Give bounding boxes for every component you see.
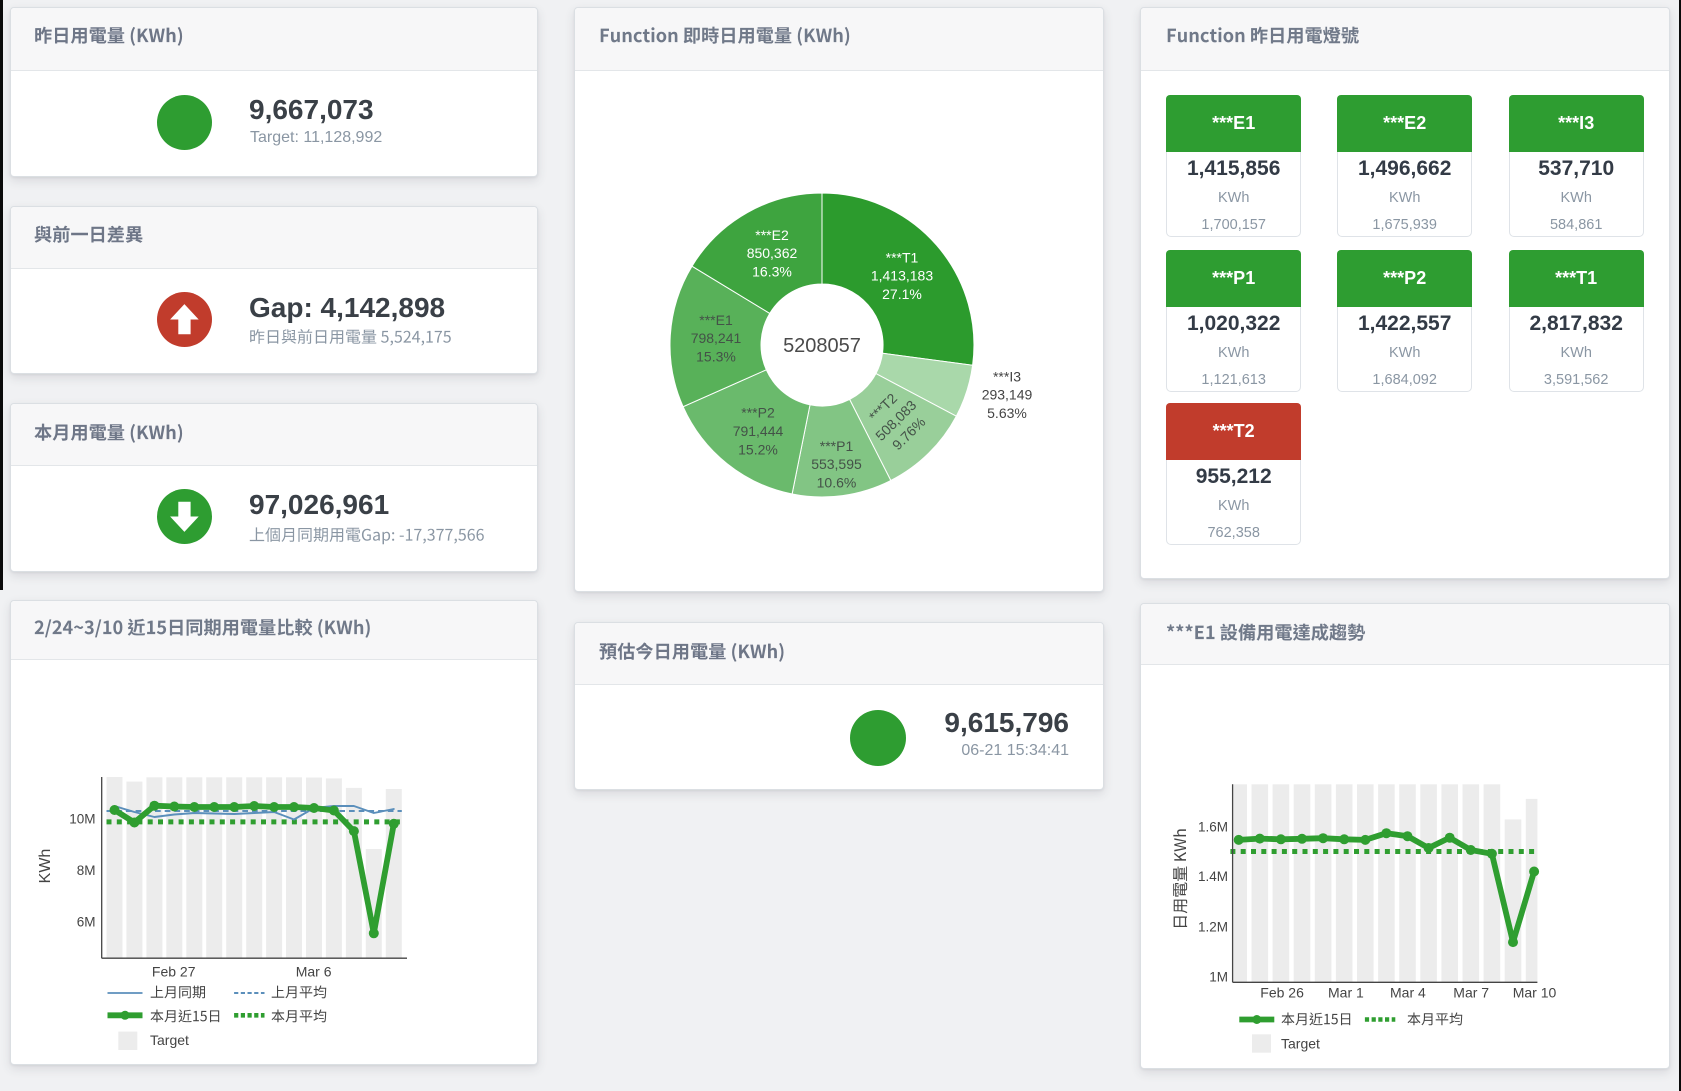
svg-text:***P2: ***P2 bbox=[741, 404, 775, 420]
svg-text:791,444: 791,444 bbox=[733, 423, 784, 439]
svg-text:Feb 26: Feb 26 bbox=[1260, 985, 1304, 1001]
svg-text:1.4M: 1.4M bbox=[1198, 869, 1228, 884]
svg-text:5.63%: 5.63% bbox=[987, 405, 1027, 421]
svg-text:Mar 6: Mar 6 bbox=[296, 964, 332, 980]
svg-text:Mar 4: Mar 4 bbox=[1390, 985, 1426, 1001]
svg-text:8M: 8M bbox=[77, 863, 96, 878]
svg-text:850,362: 850,362 bbox=[747, 245, 798, 261]
svg-text:***E1: ***E1 bbox=[699, 311, 733, 327]
svg-text:1M: 1M bbox=[1209, 970, 1228, 985]
svg-text:***T1: ***T1 bbox=[886, 249, 919, 265]
svg-text:293,149: 293,149 bbox=[982, 386, 1033, 402]
svg-text:6M: 6M bbox=[77, 915, 96, 930]
svg-text:Target: Target bbox=[1281, 1036, 1320, 1052]
svg-text:553,595: 553,595 bbox=[811, 456, 862, 472]
svg-text:Mar 10: Mar 10 bbox=[1513, 985, 1557, 1001]
svg-text:10M: 10M bbox=[69, 811, 95, 826]
svg-text:***I3: ***I3 bbox=[993, 368, 1021, 384]
svg-text:5208057: 5208057 bbox=[783, 335, 861, 357]
svg-text:1.2M: 1.2M bbox=[1198, 919, 1228, 934]
svg-text:KWh: KWh bbox=[37, 849, 54, 884]
svg-text:10.6%: 10.6% bbox=[817, 474, 857, 490]
svg-text:15.2%: 15.2% bbox=[738, 441, 778, 457]
svg-text:***E2: ***E2 bbox=[755, 226, 789, 242]
svg-text:1.6M: 1.6M bbox=[1198, 820, 1228, 835]
svg-text:27.1%: 27.1% bbox=[882, 286, 922, 302]
svg-text:16.3%: 16.3% bbox=[752, 263, 792, 279]
svg-text:Mar 7: Mar 7 bbox=[1453, 985, 1489, 1001]
svg-text:1,413,183: 1,413,183 bbox=[871, 267, 933, 283]
svg-text:15.3%: 15.3% bbox=[696, 348, 736, 364]
svg-text:Mar 1: Mar 1 bbox=[1328, 985, 1364, 1001]
svg-text:798,241: 798,241 bbox=[691, 330, 742, 346]
svg-text:Feb 27: Feb 27 bbox=[152, 964, 196, 980]
svg-text:***P1: ***P1 bbox=[820, 437, 854, 453]
svg-text:Target: Target bbox=[150, 1032, 189, 1048]
